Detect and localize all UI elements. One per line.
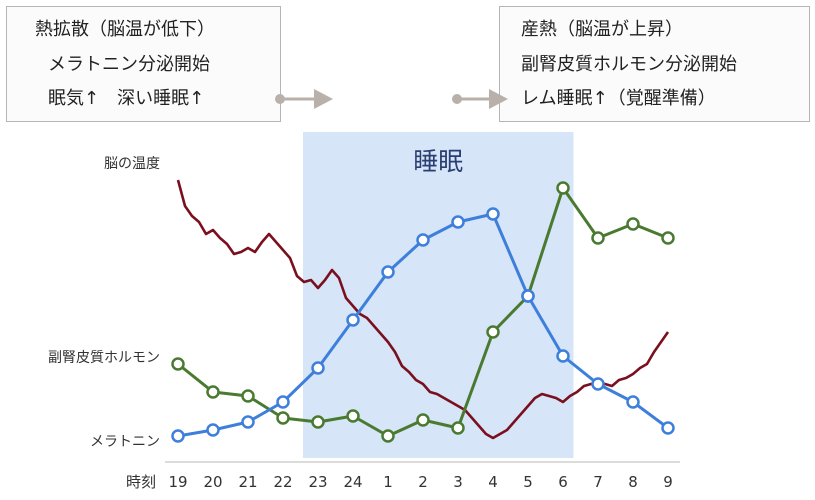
x-tick-label: 5 [523,473,533,491]
data-point-cortisol [416,413,430,427]
x-axis-label: 時刻 [126,473,156,491]
data-point-melatonin [346,313,360,327]
data-point-melatonin [276,395,290,409]
data-point-melatonin [451,215,465,229]
series-layer [171,179,675,443]
arrow-right-dot [452,94,462,104]
note-right-line2: 副腎皮質ホルモン分泌開始 [521,54,737,75]
note-box-left: 熱拡散（脳温が低下） メラトニン分泌開始 眠気↑ 深い睡眠↑ [6,6,281,122]
data-point-cortisol [311,415,325,429]
data-point-melatonin [311,361,325,375]
note-right-line3: レム睡眠↑（覚醒準備） [521,88,716,109]
x-tick-label: 23 [308,473,327,491]
arrow-right-head [489,89,508,109]
x-tick-label: 8 [628,473,638,491]
data-point-cortisol [486,325,500,339]
data-point-cortisol [241,389,255,403]
x-axis-ticks: 19 20 21 22 23 24 1 2 3 4 5 6 7 8 9 [168,473,672,491]
data-point-melatonin [416,233,430,247]
note-left-line2: メラトニン分泌開始 [48,54,210,75]
data-point-melatonin [626,395,640,409]
x-tick-label: 9 [663,473,673,491]
x-tick-label: 4 [488,473,498,491]
x-tick-label: 19 [168,473,187,491]
x-tick-label: 1 [383,473,393,491]
x-tick-label: 24 [343,473,362,491]
data-point-cortisol [626,217,640,231]
data-point-melatonin [661,421,675,435]
note-left-line3: 眠気↑ 深い睡眠↑ [48,88,205,109]
arrow-left-head [314,89,333,109]
data-point-cortisol [661,231,675,245]
data-point-cortisol [451,421,465,435]
transition-arrows [275,89,508,109]
x-tick-label: 6 [558,473,568,491]
data-point-cortisol [591,231,605,245]
data-point-melatonin [556,349,570,363]
data-point-melatonin [591,377,605,391]
data-point-cortisol [346,409,360,423]
row-label-cortisol: 副腎皮質ホルモン [48,350,160,366]
x-tick-label: 20 [203,473,222,491]
row-label-melatonin: メラトニン [90,434,160,450]
data-point-melatonin [521,289,535,303]
data-point-cortisol [171,357,185,371]
x-tick-label: 3 [453,473,463,491]
x-tick-label: 7 [593,473,603,491]
note-box-right: 産熱（脳温が上昇） 副腎皮質ホルモン分泌開始 レム睡眠↑（覚醒準備） [499,6,810,122]
x-tick-label: 21 [238,473,257,491]
data-point-melatonin [381,265,395,279]
row-label-brain-temp: 脳の温度 [104,156,160,172]
arrow-left-dot [275,94,285,104]
data-point-cortisol [556,181,570,195]
data-point-melatonin [241,415,255,429]
data-point-cortisol [276,411,290,425]
data-point-melatonin [206,423,220,437]
data-point-melatonin [486,207,500,221]
data-point-melatonin [171,429,185,443]
x-tick-label: 22 [273,473,292,491]
sleep-region-label: 睡眠 [413,147,463,176]
note-right-line1: 産熱（脳温が上昇） [521,19,683,40]
series-line-brain-temp [176,179,670,440]
data-point-cortisol [381,429,395,443]
note-left-line1: 熱拡散（脳温が低下） [35,19,215,40]
data-point-cortisol [206,385,220,399]
x-tick-label: 2 [418,473,428,491]
